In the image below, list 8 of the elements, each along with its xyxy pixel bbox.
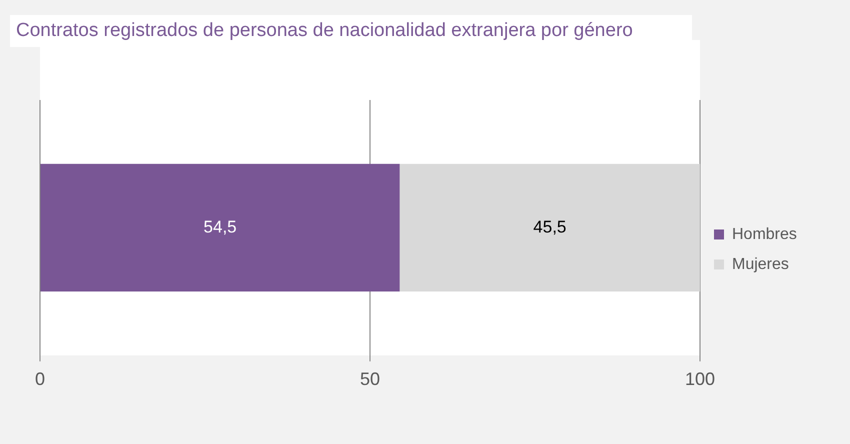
chart-title: Contratos registrados de personas de nacionalidad extranjera por género <box>10 15 692 47</box>
x-tick-label: 0 <box>34 369 46 390</box>
x-tick-label: 100 <box>684 369 716 390</box>
x-tick-label: 50 <box>360 369 380 390</box>
legend-label: Mujeres <box>732 256 789 273</box>
legend-label: Hombres <box>732 226 797 243</box>
data-label: 45,5 <box>533 217 566 236</box>
data-label: 54,5 <box>204 217 237 236</box>
